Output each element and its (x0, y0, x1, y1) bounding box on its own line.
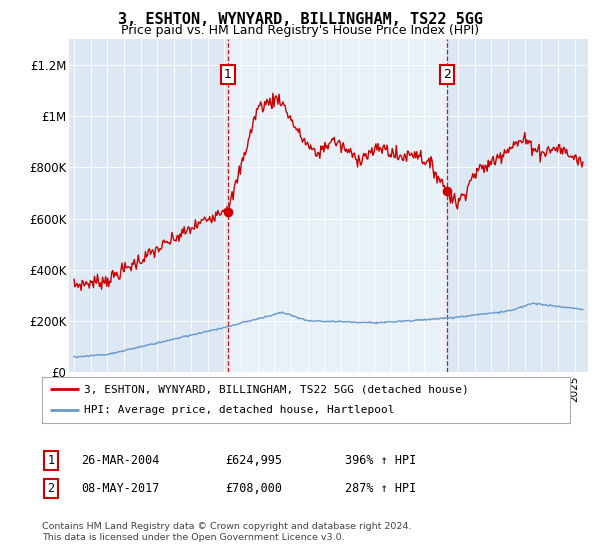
Text: 3, ESHTON, WYNYARD, BILLINGHAM, TS22 5GG (detached house): 3, ESHTON, WYNYARD, BILLINGHAM, TS22 5GG… (84, 384, 469, 394)
Text: Contains HM Land Registry data © Crown copyright and database right 2024.: Contains HM Land Registry data © Crown c… (42, 522, 412, 531)
Text: 396% ↑ HPI: 396% ↑ HPI (345, 454, 416, 467)
Text: This data is licensed under the Open Government Licence v3.0.: This data is licensed under the Open Gov… (42, 533, 344, 542)
Text: £708,000: £708,000 (225, 482, 282, 495)
Text: 08-MAY-2017: 08-MAY-2017 (81, 482, 160, 495)
Text: 2: 2 (443, 68, 451, 81)
Text: 1: 1 (224, 68, 232, 81)
Text: 26-MAR-2004: 26-MAR-2004 (81, 454, 160, 467)
Text: 1: 1 (47, 454, 55, 467)
Text: 3, ESHTON, WYNYARD, BILLINGHAM, TS22 5GG: 3, ESHTON, WYNYARD, BILLINGHAM, TS22 5GG (118, 12, 482, 27)
Text: HPI: Average price, detached house, Hartlepool: HPI: Average price, detached house, Hart… (84, 405, 395, 416)
Text: £624,995: £624,995 (225, 454, 282, 467)
Text: 287% ↑ HPI: 287% ↑ HPI (345, 482, 416, 495)
Text: Price paid vs. HM Land Registry's House Price Index (HPI): Price paid vs. HM Land Registry's House … (121, 24, 479, 36)
Text: 2: 2 (47, 482, 55, 495)
Bar (228, 39, 447, 372)
